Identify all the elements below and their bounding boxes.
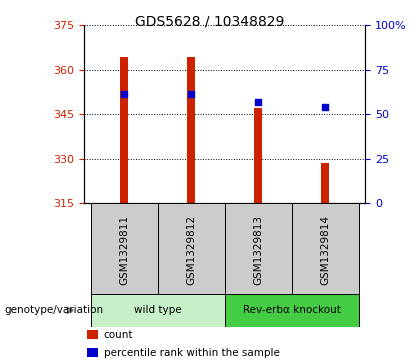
Bar bbox=[321, 163, 329, 203]
Point bbox=[322, 104, 328, 110]
Bar bbox=[225, 294, 359, 327]
Bar bbox=[254, 109, 262, 203]
Point bbox=[188, 91, 194, 97]
Text: count: count bbox=[104, 330, 133, 340]
Bar bbox=[87, 348, 98, 358]
Bar bbox=[87, 330, 98, 339]
Text: wild type: wild type bbox=[134, 305, 181, 315]
Text: GSM1329813: GSM1329813 bbox=[253, 215, 263, 285]
Bar bbox=[158, 203, 225, 294]
Text: Rev-erbα knockout: Rev-erbα knockout bbox=[243, 305, 341, 315]
Text: GSM1329814: GSM1329814 bbox=[320, 215, 330, 285]
Bar bbox=[187, 57, 195, 203]
Text: GDS5628 / 10348829: GDS5628 / 10348829 bbox=[135, 15, 285, 29]
Point bbox=[121, 91, 128, 97]
Text: GSM1329811: GSM1329811 bbox=[119, 215, 129, 285]
Bar bbox=[292, 203, 359, 294]
Bar bbox=[225, 203, 292, 294]
Text: GSM1329812: GSM1329812 bbox=[186, 215, 196, 285]
Bar bbox=[91, 203, 158, 294]
Text: genotype/variation: genotype/variation bbox=[4, 305, 103, 315]
Point bbox=[255, 99, 262, 105]
Bar bbox=[120, 57, 128, 203]
Text: percentile rank within the sample: percentile rank within the sample bbox=[104, 348, 280, 358]
Bar bbox=[91, 294, 225, 327]
